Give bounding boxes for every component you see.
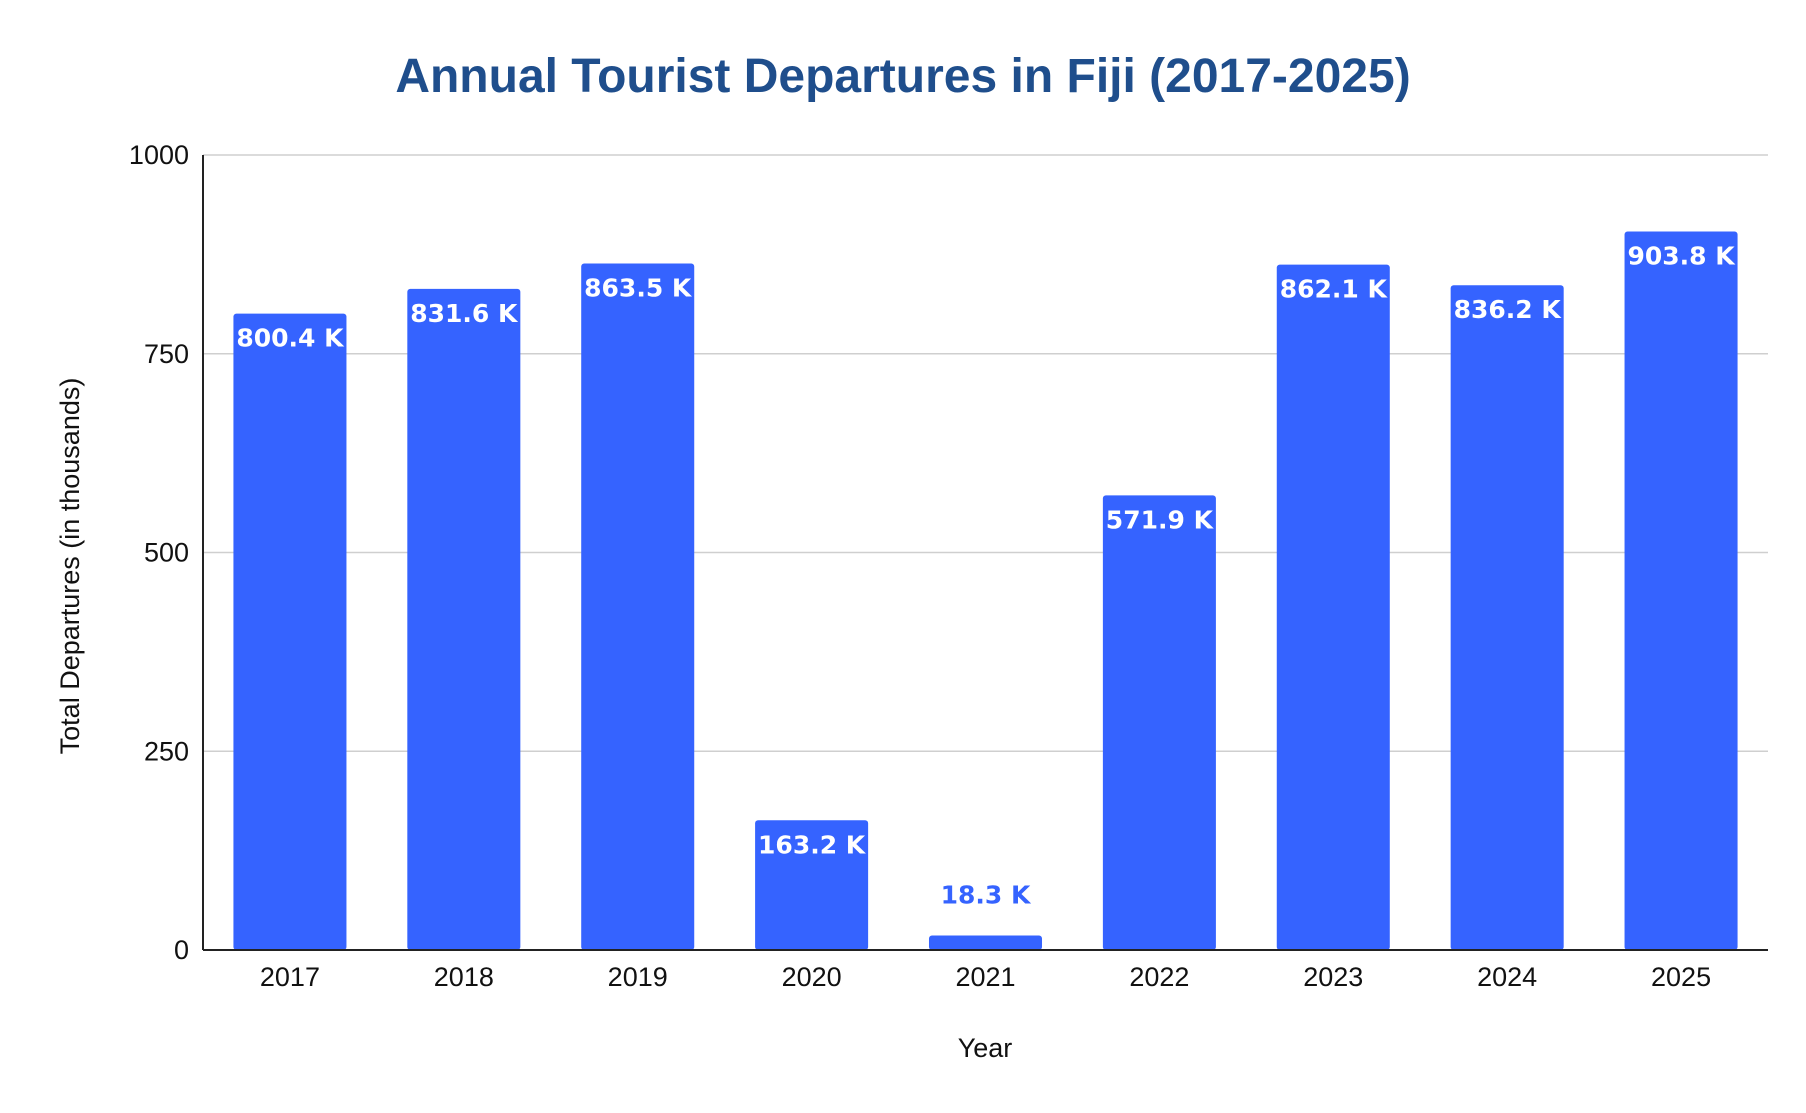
x-tick-label: 2021 — [955, 962, 1015, 992]
bar — [1624, 231, 1738, 950]
bar — [407, 288, 521, 950]
y-axis-label: Total Departures (in thousands) — [55, 378, 85, 755]
bar — [1450, 285, 1564, 950]
bar — [928, 935, 1043, 950]
bar — [1276, 264, 1390, 950]
data-label: 831.6 K — [410, 299, 519, 328]
data-labels: 800.4 K 831.6 K 863.5 K 163.2 K 18.3 K 571.9 … — [236, 241, 1736, 909]
y-tick-label: 250 — [144, 736, 189, 766]
y-tick-label: 0 — [174, 935, 189, 965]
x-tick-label: 2025 — [1651, 962, 1711, 992]
y-axis-ticks: 0 250 500 750 1000 — [129, 140, 189, 965]
bar — [755, 820, 869, 950]
x-tick-label: 2019 — [608, 962, 668, 992]
chart-title: Annual Tourist Departures in Fiji (2017-… — [395, 50, 1410, 103]
data-label: 863.5 K — [584, 274, 693, 303]
x-tick-label: 2023 — [1303, 962, 1363, 992]
data-label: 163.2 K — [758, 830, 867, 859]
x-axis-label: Year — [958, 1033, 1013, 1063]
bar — [581, 263, 695, 951]
x-tick-label: 2020 — [782, 962, 842, 992]
x-tick-label: 2017 — [260, 962, 320, 992]
y-tick-label: 750 — [144, 339, 189, 369]
bar — [1102, 495, 1216, 950]
bars — [233, 231, 1738, 951]
data-label: 18.3 K — [941, 880, 1032, 909]
x-tick-label: 2024 — [1477, 962, 1537, 992]
x-axis-ticks: 2017 2018 2019 2020 2021 2022 2023 2024 2025 — [260, 962, 1711, 992]
data-label: 571.9 K — [1106, 505, 1215, 534]
x-tick-label: 2022 — [1129, 962, 1189, 992]
y-tick-label: 500 — [144, 538, 189, 568]
bar — [233, 313, 347, 950]
data-label: 836.2 K — [1454, 295, 1563, 324]
y-tick-label: 1000 — [129, 140, 189, 170]
data-label: 862.1 K — [1280, 275, 1389, 304]
data-label: 903.8 K — [1627, 241, 1736, 270]
x-tick-label: 2018 — [434, 962, 494, 992]
data-label: 800.4 K — [236, 324, 345, 353]
